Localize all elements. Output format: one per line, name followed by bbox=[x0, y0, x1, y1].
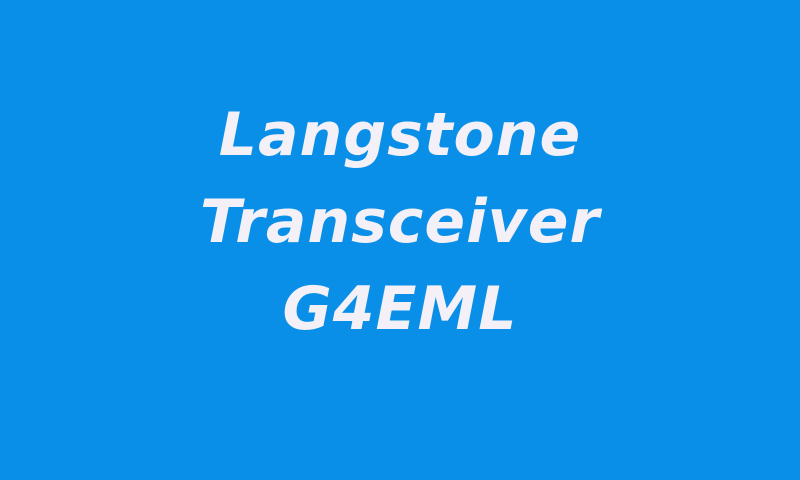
app-name-line-2: Transceiver bbox=[199, 187, 601, 257]
splash-title: Langstone Transceiver G4EML bbox=[0, 92, 800, 353]
app-name-line-1: Langstone bbox=[218, 100, 582, 170]
author-callsign: G4EML bbox=[282, 274, 518, 344]
